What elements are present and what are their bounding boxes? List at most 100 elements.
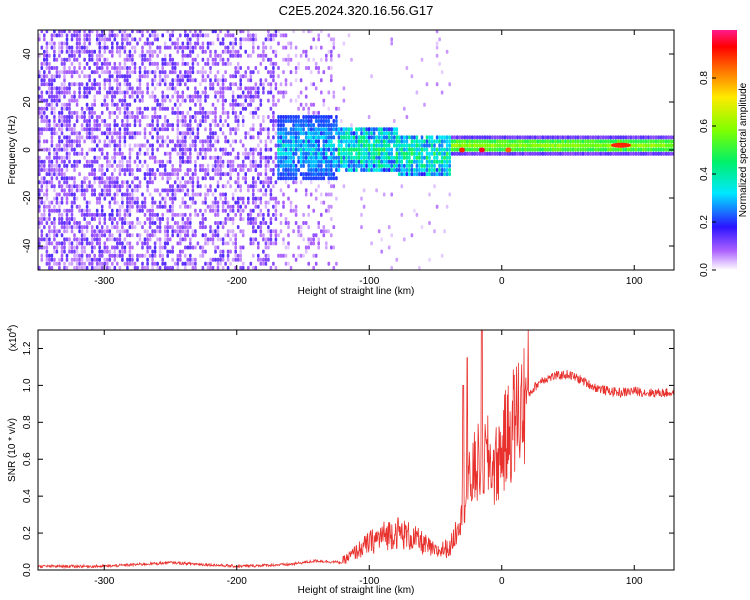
spectrogram-cell: [171, 163, 174, 168]
spectrogram-cell: [70, 163, 74, 168]
spectrogram-cell: [90, 30, 94, 34]
spectrogram-cell: [113, 253, 117, 258]
spectrogram-cell: [40, 131, 44, 136]
spectrogram-cell: [219, 147, 222, 152]
spectrogram-cell: [211, 131, 215, 136]
spectrogram-cell: [445, 135, 449, 140]
spectrogram-cell: [428, 257, 431, 262]
spectrogram-cell: [111, 253, 114, 258]
spectrogram-cell: [252, 176, 255, 181]
spectrogram-cell: [221, 257, 225, 262]
spectrogram-cell: [121, 221, 124, 225]
spectrogram-cell: [269, 155, 273, 160]
spectrogram-cell: [377, 155, 381, 160]
spectrogram-cell: [330, 49, 333, 54]
spectrogram-cell: [352, 135, 356, 140]
spectrogram-cell: [566, 139, 570, 144]
spectrogram-cell: [43, 37, 46, 42]
spectrogram-cell: [327, 119, 331, 123]
spectrogram-cell: [95, 37, 99, 42]
spectrogram-cell: [438, 147, 441, 152]
spectrogram-cell: [239, 204, 242, 209]
spectrogram-cell: [123, 49, 127, 54]
spectrogram-cell: [239, 188, 242, 193]
spectrogram-cell: [83, 41, 86, 46]
spectrogram-cell: [138, 82, 142, 87]
spectrogram-cell: [214, 188, 217, 193]
spectrogram-cell: [83, 57, 86, 62]
spectrogram-cell: [173, 229, 177, 234]
spectrogram-cell: [493, 147, 497, 152]
spectrogram-cell: [347, 131, 351, 136]
spectrogram-cell: [221, 172, 225, 177]
spectrogram-cell: [121, 102, 124, 107]
spectrogram-cell: [168, 33, 172, 38]
spectrogram-cell: [289, 135, 293, 140]
spectrogram-cell: [65, 123, 69, 128]
spectrogram-cell: [78, 204, 81, 209]
spectrogram-cell: [579, 135, 582, 140]
spectrogram-cell: [171, 123, 174, 128]
spectrogram-cell: [231, 233, 235, 238]
spectrogram-cell: [224, 49, 227, 54]
spectrogram-cell: [168, 151, 172, 156]
spectrogram-cell: [239, 30, 242, 34]
spectrogram-cell: [204, 98, 207, 103]
spectrogram-cell: [113, 90, 117, 95]
spectrogram-cell: [131, 135, 134, 140]
spectrogram-cell: [337, 155, 341, 160]
spectrogram-cell: [73, 90, 76, 95]
spectrogram-cell: [317, 225, 320, 230]
spectrogram-cell: [337, 131, 341, 136]
spectrogram-cell: [113, 237, 117, 242]
spectrogram-cell: [549, 143, 552, 148]
spectrogram-cell: [239, 82, 242, 87]
spectrogram-cell: [309, 151, 313, 156]
spectrogram-cell: [347, 147, 351, 152]
spectrogram-cell: [186, 159, 190, 164]
spectrogram-cell: [63, 86, 66, 91]
spectrogram-cell: [599, 139, 602, 144]
spectrogram-cell: [216, 172, 220, 177]
spectrogram-cell: [481, 151, 484, 156]
spectrogram-cell: [78, 61, 81, 66]
spectrogram-cell: [63, 61, 66, 66]
spectrogram-cell: [362, 168, 366, 172]
spectrogram-cell: [284, 82, 288, 87]
spectrogram-cell: [189, 66, 192, 70]
spectrogram-cell: [60, 61, 64, 66]
spectrogram-cell: [234, 212, 237, 217]
spectrogram-cell: [113, 159, 117, 164]
spectrogram-cell: [365, 159, 368, 164]
spectrogram-cell: [156, 119, 159, 123]
spectrogram-cell: [252, 49, 255, 54]
spectrogram-cell: [75, 37, 79, 42]
spectrogram-cell: [264, 192, 268, 197]
spectrogram-cell: [158, 217, 162, 221]
spectrogram-cell: [108, 33, 112, 38]
spectrogram-cell: [123, 45, 127, 50]
spectrogram-cell: [128, 143, 132, 148]
spectrogram-cell: [596, 147, 600, 152]
spectrogram-cell: [95, 53, 99, 58]
spectrogram-cell: [38, 168, 41, 172]
spectrogram-cell: [60, 45, 64, 50]
spectrogram-cell: [287, 155, 290, 160]
spectrogram-cell: [78, 66, 81, 70]
spectrogram-cell: [226, 257, 230, 262]
spectrogram-cell: [395, 159, 399, 164]
spectrogram-cell: [312, 159, 315, 164]
spectrogram-cell: [664, 151, 668, 156]
spectrogram-cell: [314, 143, 318, 148]
spectrogram-cell: [93, 102, 96, 107]
spectrogram-cell: [596, 151, 600, 156]
spectrogram-cell: [544, 139, 547, 144]
spectrogram-cell: [390, 265, 393, 270]
spectrogram-cell: [367, 131, 371, 136]
spectrogram-cell: [75, 221, 79, 225]
spectrogram-cell: [63, 135, 66, 140]
spectrogram-cell: [194, 135, 197, 140]
spectrogram-cell: [491, 139, 494, 144]
spectrogram-cell: [194, 119, 197, 123]
spectrogram-cell: [191, 131, 195, 136]
